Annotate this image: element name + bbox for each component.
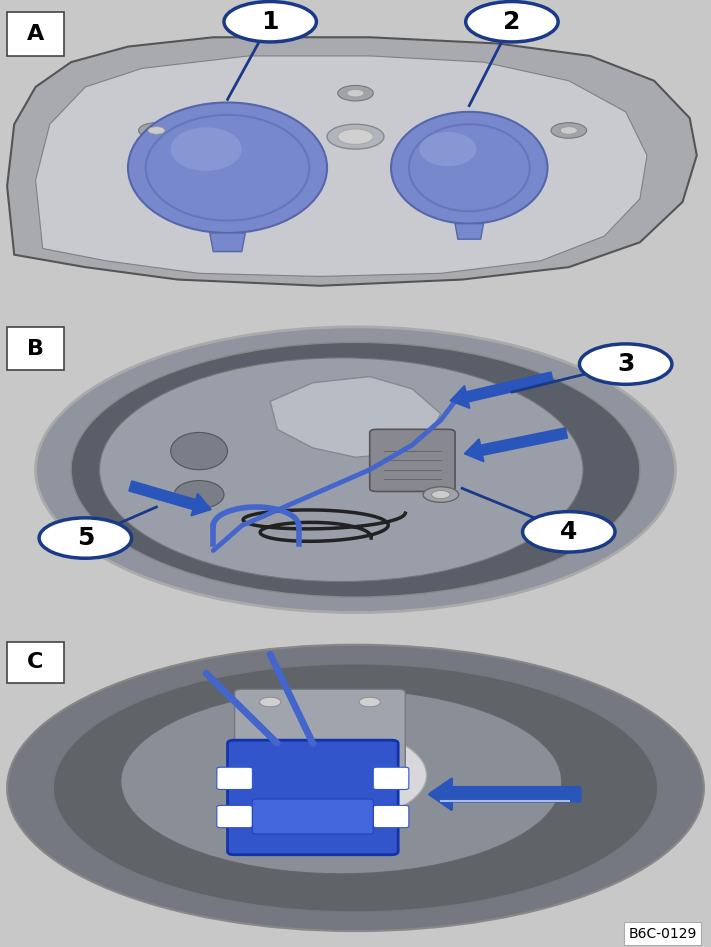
Circle shape [466,2,558,42]
Text: C: C [27,652,44,672]
Polygon shape [36,56,647,277]
FancyBboxPatch shape [252,799,373,834]
Circle shape [347,89,364,97]
FancyBboxPatch shape [373,767,409,790]
FancyBboxPatch shape [370,429,455,491]
Text: 5: 5 [77,526,94,550]
FancyBboxPatch shape [373,805,409,828]
Circle shape [224,2,316,42]
Text: B6C-0129: B6C-0129 [629,926,697,940]
FancyBboxPatch shape [228,741,398,855]
Text: B: B [27,339,44,359]
Circle shape [551,123,587,138]
Circle shape [148,127,165,134]
Ellipse shape [419,132,476,166]
Polygon shape [7,37,697,286]
Circle shape [523,511,615,552]
FancyBboxPatch shape [7,327,64,370]
Circle shape [579,344,672,384]
Ellipse shape [71,343,640,597]
Polygon shape [455,223,483,240]
Circle shape [560,127,577,134]
Ellipse shape [171,127,242,170]
Polygon shape [210,233,245,252]
Circle shape [432,491,450,499]
Text: 1: 1 [262,9,279,34]
FancyBboxPatch shape [217,805,252,828]
Ellipse shape [128,102,327,233]
Ellipse shape [7,645,704,931]
Ellipse shape [174,480,224,509]
Text: 2: 2 [503,9,520,34]
Ellipse shape [391,112,547,223]
FancyArrowPatch shape [129,481,210,515]
Circle shape [327,124,384,149]
FancyBboxPatch shape [7,12,64,56]
Text: 4: 4 [560,520,577,544]
Circle shape [338,85,373,101]
Circle shape [423,487,459,502]
Text: A: A [27,25,44,45]
Ellipse shape [36,327,675,613]
Ellipse shape [171,433,228,470]
Ellipse shape [121,689,562,874]
Circle shape [338,129,373,145]
Ellipse shape [53,664,658,912]
Circle shape [260,758,281,767]
FancyArrowPatch shape [429,779,580,810]
Text: 3: 3 [617,352,634,376]
Circle shape [359,758,380,767]
FancyArrowPatch shape [451,372,553,408]
FancyArrowPatch shape [465,428,567,461]
Circle shape [260,697,281,706]
Circle shape [39,518,132,558]
FancyBboxPatch shape [217,767,252,790]
FancyBboxPatch shape [235,689,405,772]
Ellipse shape [100,358,583,581]
Circle shape [139,123,174,138]
Polygon shape [270,377,441,457]
FancyBboxPatch shape [7,641,64,683]
Ellipse shape [228,727,427,823]
Circle shape [359,697,380,706]
